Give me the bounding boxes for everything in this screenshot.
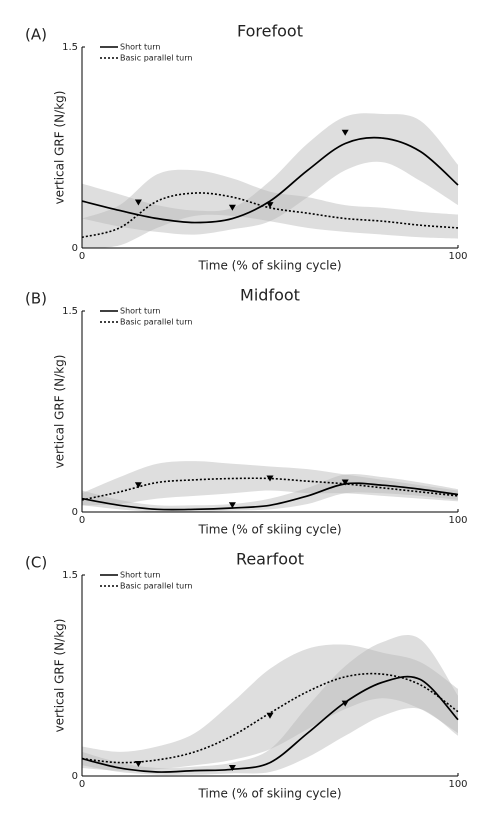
marker-triangle (134, 199, 142, 206)
chart-title: Rearfoot (236, 550, 304, 569)
x-axis-label: Time (% of skiing cycle) (197, 787, 341, 801)
marker-triangle (341, 700, 349, 707)
y-axis-label: vertical GRF (N/kg) (53, 91, 67, 205)
legend-label: Basic parallel turn (120, 318, 192, 327)
series-line (81, 477, 459, 501)
panel-label: (B) (25, 290, 47, 308)
y-tick-label: 1.5 (62, 306, 78, 317)
marker-triangle (341, 129, 349, 136)
x-axis-label: Time (% of skiing cycle) (197, 523, 341, 537)
marker-triangle (228, 764, 236, 771)
y-tick-label: 0 (72, 507, 78, 518)
x-axis-label: Time (% of skiing cycle) (197, 259, 341, 273)
series-line (81, 675, 459, 773)
x-tick-label: 100 (448, 251, 467, 262)
sd-band (82, 113, 458, 235)
x-tick-label: 0 (79, 515, 85, 526)
sd-band (82, 644, 458, 771)
chart-title: Forefoot (237, 22, 303, 41)
series-line (81, 136, 459, 224)
y-tick-label: 0 (72, 243, 78, 254)
chart-title: Midfoot (240, 286, 300, 305)
marker-triangle (134, 760, 142, 767)
y-axis-label: vertical GRF (N/kg) (53, 619, 67, 733)
panel-label: (C) (25, 554, 47, 572)
legend-label: Basic parallel turn (120, 582, 192, 591)
marker-triangle (266, 712, 274, 719)
legend-label: Basic parallel turn (120, 54, 192, 63)
sd-band (82, 635, 458, 775)
marker-triangle (134, 482, 142, 489)
legend-label: Short turn (120, 571, 160, 580)
marker-triangle (228, 204, 236, 211)
y-tick-label: 1.5 (62, 42, 78, 53)
y-axis-label: vertical GRF (N/kg) (53, 355, 67, 469)
y-tick-label: 1.5 (62, 570, 78, 581)
series-line (81, 482, 459, 511)
y-tick-label: 0 (72, 771, 78, 782)
x-tick-label: 0 (79, 779, 85, 790)
marker-triangle (266, 202, 274, 209)
x-tick-label: 0 (79, 251, 85, 262)
marker-triangle (341, 479, 349, 486)
marker-triangle (266, 475, 274, 482)
legend-label: Short turn (120, 307, 160, 316)
x-tick-label: 100 (448, 779, 467, 790)
series-line (81, 672, 459, 764)
sd-band (82, 461, 458, 506)
marker-triangle (228, 502, 236, 509)
panel-label: (A) (25, 26, 47, 44)
legend-label: Short turn (120, 43, 160, 52)
sd-band (82, 169, 458, 248)
x-tick-label: 100 (448, 515, 467, 526)
